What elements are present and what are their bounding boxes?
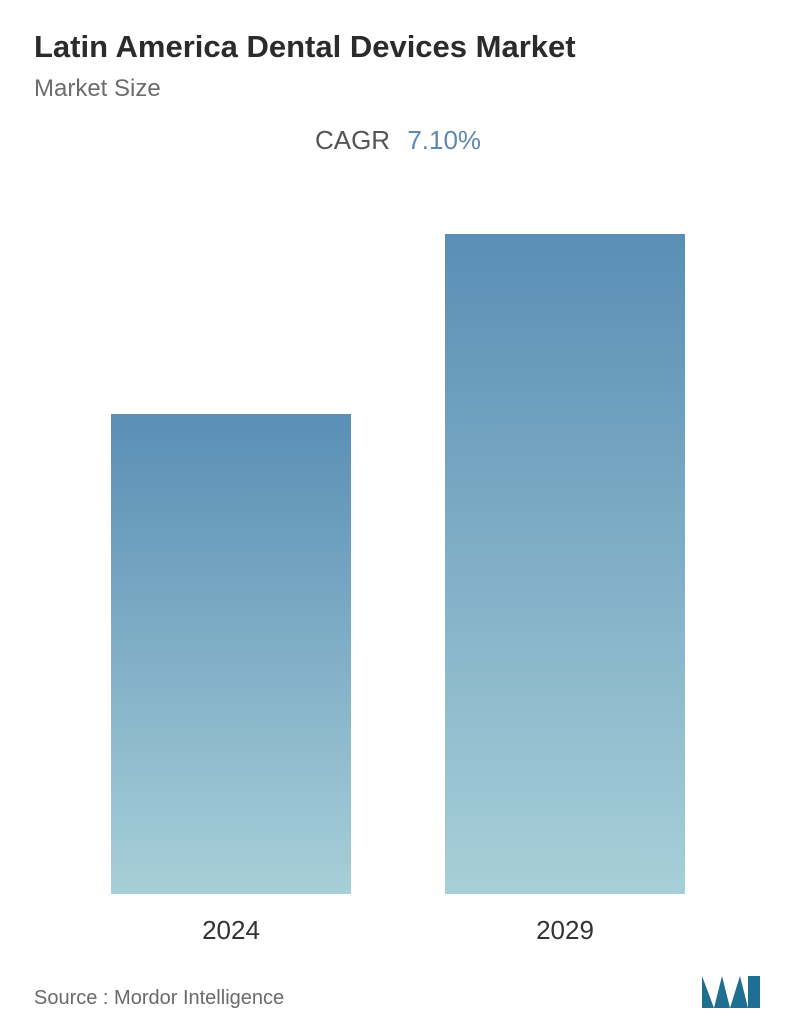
chart-title: Latin America Dental Devices Market: [34, 28, 762, 67]
bar-chart: 2024 2029: [34, 196, 762, 964]
cagr-row: CAGR 7.10%: [34, 125, 762, 156]
chart-subtitle: Market Size: [34, 75, 762, 103]
cagr-label: CAGR: [315, 125, 390, 155]
bar-col-2024: [111, 414, 351, 894]
bar-col-2029: [445, 234, 685, 894]
footer: Source : Mordor Intelligence: [34, 970, 762, 1010]
source-text: Source : Mordor Intelligence: [34, 987, 284, 1010]
bar-2029: [445, 234, 685, 894]
x-label-2029: 2029: [445, 915, 685, 946]
brand-logo-icon: [700, 970, 762, 1010]
x-label-2024: 2024: [111, 915, 351, 946]
cagr-value: 7.10%: [407, 125, 481, 155]
bar-2024: [111, 414, 351, 894]
x-axis-labels: 2024 2029: [34, 915, 762, 946]
bars-container: [34, 234, 762, 894]
